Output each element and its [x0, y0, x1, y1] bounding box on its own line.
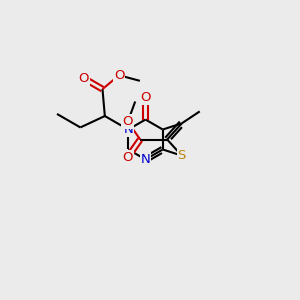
Text: O: O [79, 72, 89, 85]
Text: N: N [141, 153, 150, 166]
Text: N: N [123, 123, 133, 136]
Text: S: S [178, 149, 186, 162]
Text: O: O [140, 91, 151, 103]
Text: O: O [122, 151, 133, 164]
Text: O: O [114, 69, 124, 82]
Text: O: O [122, 115, 133, 128]
